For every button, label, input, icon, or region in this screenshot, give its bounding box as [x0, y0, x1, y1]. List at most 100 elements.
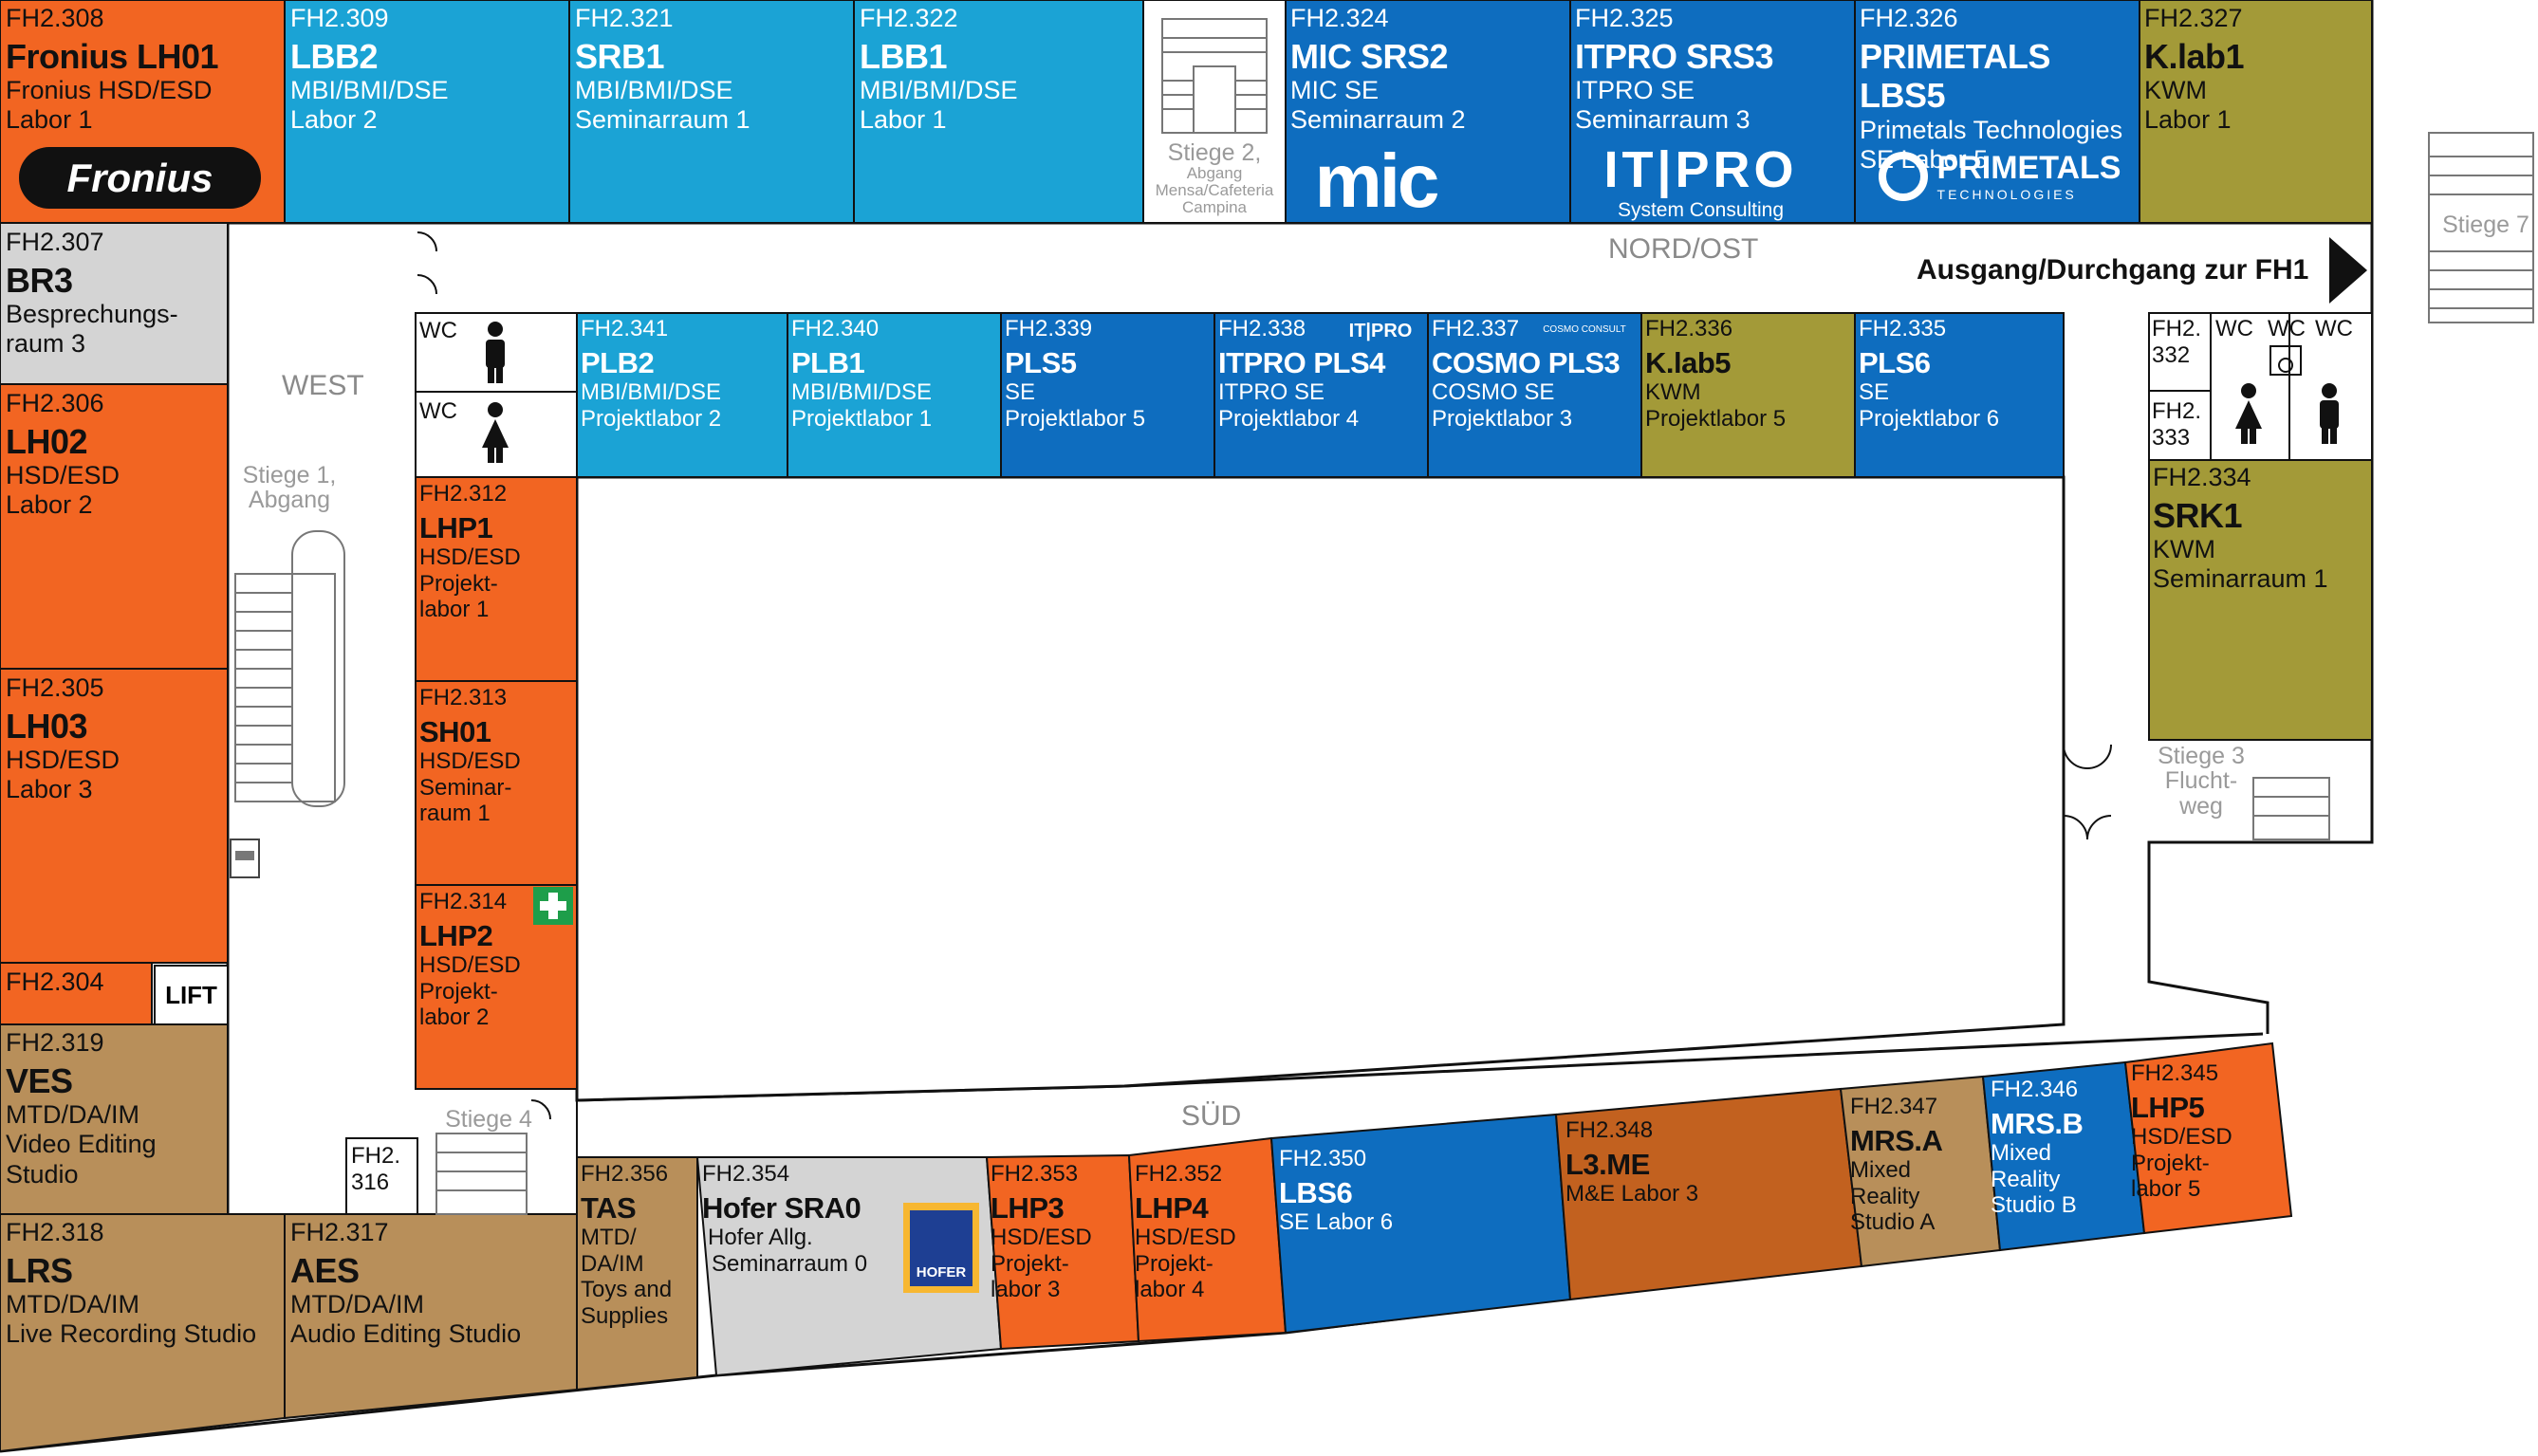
label-fh2-347[interactable]: FH2.347 MRS.A Mixed Reality Studio A	[1850, 1094, 1943, 1236]
area-label-west: WEST	[282, 370, 364, 401]
room-fh2-336[interactable]	[1640, 312, 1856, 478]
room-fh2-335[interactable]	[1854, 312, 2065, 478]
inner-courtyard	[575, 475, 2066, 1102]
label-fh2-325[interactable]: FH2.325 ITPRO SRS3 ITPRO SE Seminarraum 3	[1575, 4, 1774, 135]
label-fh2-309[interactable]: FH2.309 LBB2 MBI/BMI/DSE Labor 2	[290, 4, 449, 135]
room-fh2-305[interactable]	[0, 668, 229, 964]
label-fh2-318[interactable]: FH2.318 LRS MTD/DA/IM Live Recording Studio	[6, 1218, 257, 1349]
label-fh2-334[interactable]: FH2.334 SRK1 KWM Seminarraum 1	[2153, 463, 2328, 594]
wc-label-east-2: WC	[2268, 316, 2306, 341]
area-label-sued: SÜD	[1181, 1100, 1242, 1132]
stairs-7-label: Stiege 7	[2442, 212, 2529, 238]
label-fh2-305[interactable]: FH2.305 LH03 HSD/ESD Labor 3	[6, 673, 120, 804]
door-arcs	[417, 231, 2112, 1120]
room-fh2-333-label: FH2. 333	[2152, 398, 2202, 451]
label-fh2-321[interactable]: FH2.321 SRB1 MBI/BMI/DSE Seminarraum 1	[575, 4, 750, 135]
woman-icon-east	[2235, 383, 2262, 444]
label-fh2-307[interactable]: FH2.307 BR3 Besprechungs-raum 3	[6, 228, 178, 359]
man-icon-east	[2320, 383, 2339, 444]
label-fh2-317[interactable]: FH2.317 AES MTD/DA/IM Audio Editing Studio	[290, 1218, 522, 1349]
label-fh2-327[interactable]: FH2.327 K.lab1 KWM Labor 1	[2144, 4, 2245, 135]
label-fh2-345[interactable]: FH2.345 LHP5 HSD/ESD Projekt-labor 5	[2131, 1060, 2232, 1203]
room-fh2-312[interactable]	[415, 476, 578, 682]
room-fh2-313[interactable]	[415, 680, 578, 886]
label-fh2-326[interactable]: FH2.326 PRIMETALS LBS5 Primetals Technolog…	[1860, 4, 2123, 174]
label-fh2-356[interactable]: FH2.356 TAS MTD/DA/IM Toys and Supplies	[581, 1161, 673, 1330]
label-fh2-322[interactable]: FH2.322 LBB1 MBI/BMI/DSE Labor 1	[860, 4, 1018, 135]
label-fh2-324[interactable]: FH2.324 MIC SRS2 MIC SE Seminarraum 2	[1290, 4, 1466, 135]
area-label-nord-ost: NORD/OST	[1608, 233, 1759, 265]
stairs-drawing-3	[2252, 777, 2330, 840]
man-icon	[486, 322, 505, 383]
label-fh2-340[interactable]: FH2.340 PLB1 MBI/BMI/DSE Projektlabor 1	[791, 316, 933, 432]
room-fh2-319[interactable]	[0, 1023, 229, 1215]
room-fh2-324[interactable]	[1285, 0, 1571, 224]
room-fh2-340[interactable]	[787, 312, 1002, 478]
primetals-ring-icon	[1878, 151, 1928, 201]
label-fh2-306[interactable]: FH2.306 LH02 HSD/ESD Labor 2	[6, 389, 120, 520]
woman-icon	[482, 402, 509, 463]
wc-label-east-3: WC	[2315, 316, 2353, 341]
room-fh2-309[interactable]	[284, 0, 570, 224]
label-fh2-350[interactable]: FH2.350 LBS6 SE Labor 6	[1279, 1146, 1394, 1236]
exit-label[interactable]: Ausgang/Durchgang zur FH1	[1917, 254, 2309, 286]
printer-icon	[230, 839, 260, 878]
label-fh2-337[interactable]: FH2.337 COSMO PLS3 COSMO SE Projektlabor 3	[1432, 316, 1621, 432]
stairs-drawing-4	[435, 1133, 528, 1215]
exit-arrow-icon[interactable]	[2329, 237, 2367, 304]
stairs-2-label: Stiege 2, Abgang Mensa/Cafeteria Campina	[1155, 139, 1274, 216]
stairs-drawing-7	[2428, 132, 2534, 323]
label-fh2-346[interactable]: FH2.346 MRS.B Mixed Reality Studio B	[1991, 1077, 2084, 1219]
label-fh2-335[interactable]: FH2.335 PLS6 SE Projektlabor 6	[1859, 316, 2000, 432]
label-fh2-336[interactable]: FH2.336 K.lab5 KWM Projektlabor 5	[1645, 316, 1787, 432]
label-fh2-353[interactable]: FH2.353 LHP3 HSD/ESD Projekt-labor 3	[991, 1161, 1092, 1303]
room-fh2-332-label: FH2. 332	[2152, 316, 2202, 368]
fronius-logo: Fronius	[19, 147, 261, 209]
wc-label-men-west: WC	[419, 318, 457, 343]
stairs-drawing-2	[1161, 18, 1268, 134]
label-fh2-312[interactable]: FH2.312 LHP1 HSD/ESD Projekt-labor 1	[419, 481, 521, 623]
label-fh2-314[interactable]: FH2.314 LHP2 HSD/ESD Projekt-labor 2	[419, 889, 521, 1031]
label-fh2-352[interactable]: FH2.352 LHP4 HSD/ESD Projekt-labor 4	[1135, 1161, 1236, 1303]
hofer-logo: HOFER	[903, 1203, 979, 1293]
mic-logo: mic	[1314, 138, 1440, 223]
lift-button[interactable]: LIFT	[154, 965, 229, 1025]
room-fh2-307[interactable]	[0, 222, 229, 385]
fh2-316-room[interactable]	[345, 1137, 418, 1215]
stairs-1-label: Stiege 1, Abgang	[242, 462, 337, 514]
room-fh2-316-label: FH2. 316	[351, 1143, 401, 1195]
room-fh2-334[interactable]	[2148, 459, 2373, 741]
label-fh2-341[interactable]: FH2.341 PLB2 MBI/BMI/DSE Projektlabor 2	[581, 316, 722, 432]
label-fh2-354[interactable]: FH2.354 Hofer SRA0 Hofer Allg. Seminarraum …	[702, 1161, 868, 1277]
label-fh2-339[interactable]: FH2.339 PLS5 SE Projektlabor 5	[1005, 316, 1146, 432]
room-fh2-356[interactable]	[576, 1156, 698, 1391]
label-fh2-348[interactable]: FH2.348 L3.ME M&E Labor 3	[1565, 1117, 1699, 1207]
room-fh2-345[interactable]	[2123, 1041, 2293, 1235]
stairs-4-label: Stiege 4	[445, 1106, 532, 1133]
room-fh2-338[interactable]	[1213, 312, 1429, 478]
room-fh2-306[interactable]	[0, 383, 229, 670]
cosmo-logo: COSMO CONSULT	[1543, 323, 1626, 335]
wc-label-women-west: WC	[419, 398, 457, 424]
room-fh2-321[interactable]	[568, 0, 855, 224]
label-fh2-313[interactable]: FH2.313 SH01 HSD/ESD Seminar-raum 1	[419, 685, 521, 827]
stairs-drawing-1	[234, 530, 345, 807]
room-fh2-341[interactable]	[576, 312, 788, 478]
itpro-small-logo: IT|PRO	[1348, 320, 1413, 341]
wc-label-east-1: WC	[2215, 316, 2253, 341]
label-fh2-338[interactable]: FH2.338 ITPRO PLS4 ITPRO SE Projektlabor 4	[1218, 316, 1385, 432]
label-fh2-319[interactable]: FH2.319 VES MTD/DA/IM Video Editing Studio	[6, 1028, 157, 1189]
room-fh2-337[interactable]	[1427, 312, 1642, 478]
wheelchair-icon	[2269, 345, 2302, 376]
room-fh2-339[interactable]	[1000, 312, 1215, 478]
label-fh2-304[interactable]: FH2.304	[6, 968, 104, 996]
label-fh2-308[interactable]: FH2.308 Fronius LH01 Fronius HSD/ESD Labor …	[6, 4, 219, 135]
first-aid-icon	[533, 887, 573, 925]
room-fh2-325[interactable]	[1569, 0, 1856, 224]
itpro-logo: IT|PRO System Consulting	[1603, 140, 1798, 221]
room-fh2-327[interactable]	[2139, 0, 2373, 224]
room-fh2-304[interactable]	[0, 962, 153, 1025]
stairs-3-label: Stiege 3 Flucht-weg	[2158, 743, 2245, 820]
